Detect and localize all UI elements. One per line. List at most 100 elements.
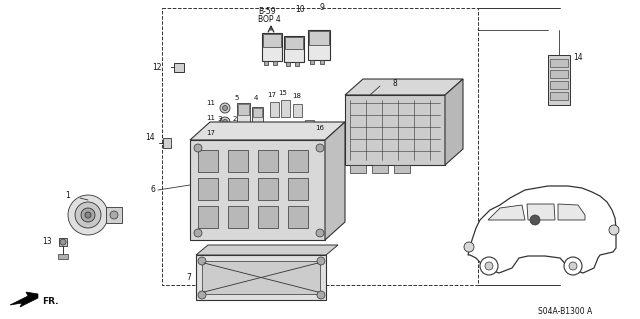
Circle shape	[485, 262, 493, 270]
Polygon shape	[488, 205, 525, 220]
Circle shape	[530, 215, 540, 225]
Bar	[59, 238, 67, 246]
Text: 8: 8	[392, 78, 397, 87]
Text: 10: 10	[295, 5, 305, 14]
Circle shape	[223, 120, 227, 124]
Text: 4: 4	[254, 95, 258, 101]
Polygon shape	[10, 292, 38, 307]
Text: 9: 9	[319, 4, 324, 12]
Text: BOP 4: BOP 4	[258, 14, 281, 24]
Bar	[196, 255, 326, 300]
Circle shape	[68, 195, 108, 235]
Circle shape	[480, 257, 498, 275]
Bar	[228, 206, 248, 228]
Bar	[310, 60, 314, 64]
Bar	[198, 206, 218, 228]
Text: 18: 18	[292, 93, 301, 99]
Text: 14: 14	[573, 53, 582, 62]
Polygon shape	[527, 204, 555, 220]
Bar	[288, 178, 308, 200]
Polygon shape	[325, 122, 345, 240]
Text: 12: 12	[152, 63, 162, 71]
Bar	[345, 95, 445, 165]
Circle shape	[194, 229, 202, 237]
Bar	[262, 33, 282, 61]
Bar	[550, 59, 568, 67]
Circle shape	[223, 133, 227, 138]
Circle shape	[198, 291, 206, 299]
Bar	[174, 63, 184, 72]
Bar	[286, 62, 290, 66]
Bar	[258, 206, 278, 228]
Bar	[309, 31, 329, 44]
Bar	[237, 122, 246, 134]
Bar	[281, 100, 290, 117]
Text: 7: 7	[186, 272, 191, 281]
Bar	[288, 150, 308, 172]
Circle shape	[220, 103, 230, 113]
Polygon shape	[196, 245, 338, 255]
Bar	[372, 165, 388, 173]
Text: 16: 16	[315, 125, 324, 131]
Bar	[253, 108, 262, 117]
Circle shape	[81, 208, 95, 222]
Circle shape	[110, 211, 118, 219]
Circle shape	[317, 257, 325, 265]
Circle shape	[85, 212, 91, 218]
Bar	[288, 206, 308, 228]
Text: 1: 1	[66, 191, 70, 201]
Text: 5: 5	[235, 95, 239, 101]
Text: 15: 15	[278, 90, 287, 96]
Bar	[284, 36, 304, 62]
Polygon shape	[468, 186, 616, 273]
Text: 14: 14	[145, 132, 155, 142]
Polygon shape	[345, 79, 463, 95]
Bar	[252, 107, 263, 125]
Bar	[308, 30, 330, 60]
Bar	[228, 178, 248, 200]
Bar	[273, 61, 277, 65]
Bar	[320, 60, 324, 64]
Text: 6: 6	[150, 186, 155, 195]
Text: B-59: B-59	[258, 8, 276, 17]
Bar	[58, 254, 68, 259]
Bar	[293, 104, 302, 117]
Text: 17: 17	[206, 130, 215, 136]
Text: 2: 2	[233, 116, 237, 122]
Circle shape	[60, 239, 66, 245]
Circle shape	[316, 229, 324, 237]
Text: 11: 11	[206, 115, 215, 121]
Bar	[548, 55, 570, 105]
Bar	[263, 34, 281, 47]
Circle shape	[75, 202, 101, 228]
Bar	[198, 150, 218, 172]
Text: 17: 17	[268, 92, 276, 98]
Text: 3: 3	[218, 116, 222, 122]
Bar	[163, 138, 171, 148]
Circle shape	[194, 144, 202, 152]
Circle shape	[198, 257, 206, 265]
Polygon shape	[445, 79, 463, 165]
Bar	[550, 70, 568, 78]
Bar	[248, 122, 257, 134]
Bar	[258, 150, 278, 172]
Circle shape	[220, 117, 230, 127]
Circle shape	[317, 291, 325, 299]
Circle shape	[464, 242, 474, 252]
Text: FR.: FR.	[42, 296, 58, 306]
Circle shape	[609, 225, 619, 235]
Text: 11: 11	[206, 100, 215, 106]
Bar	[350, 165, 366, 173]
Bar	[238, 104, 249, 115]
Polygon shape	[190, 122, 345, 140]
Bar	[202, 261, 320, 294]
Polygon shape	[558, 204, 585, 220]
Bar	[394, 165, 410, 173]
Bar	[198, 178, 218, 200]
Bar	[295, 62, 299, 66]
Circle shape	[569, 262, 577, 270]
Bar	[270, 102, 279, 117]
Circle shape	[220, 131, 230, 141]
Bar	[237, 103, 250, 125]
Bar	[162, 8, 478, 285]
